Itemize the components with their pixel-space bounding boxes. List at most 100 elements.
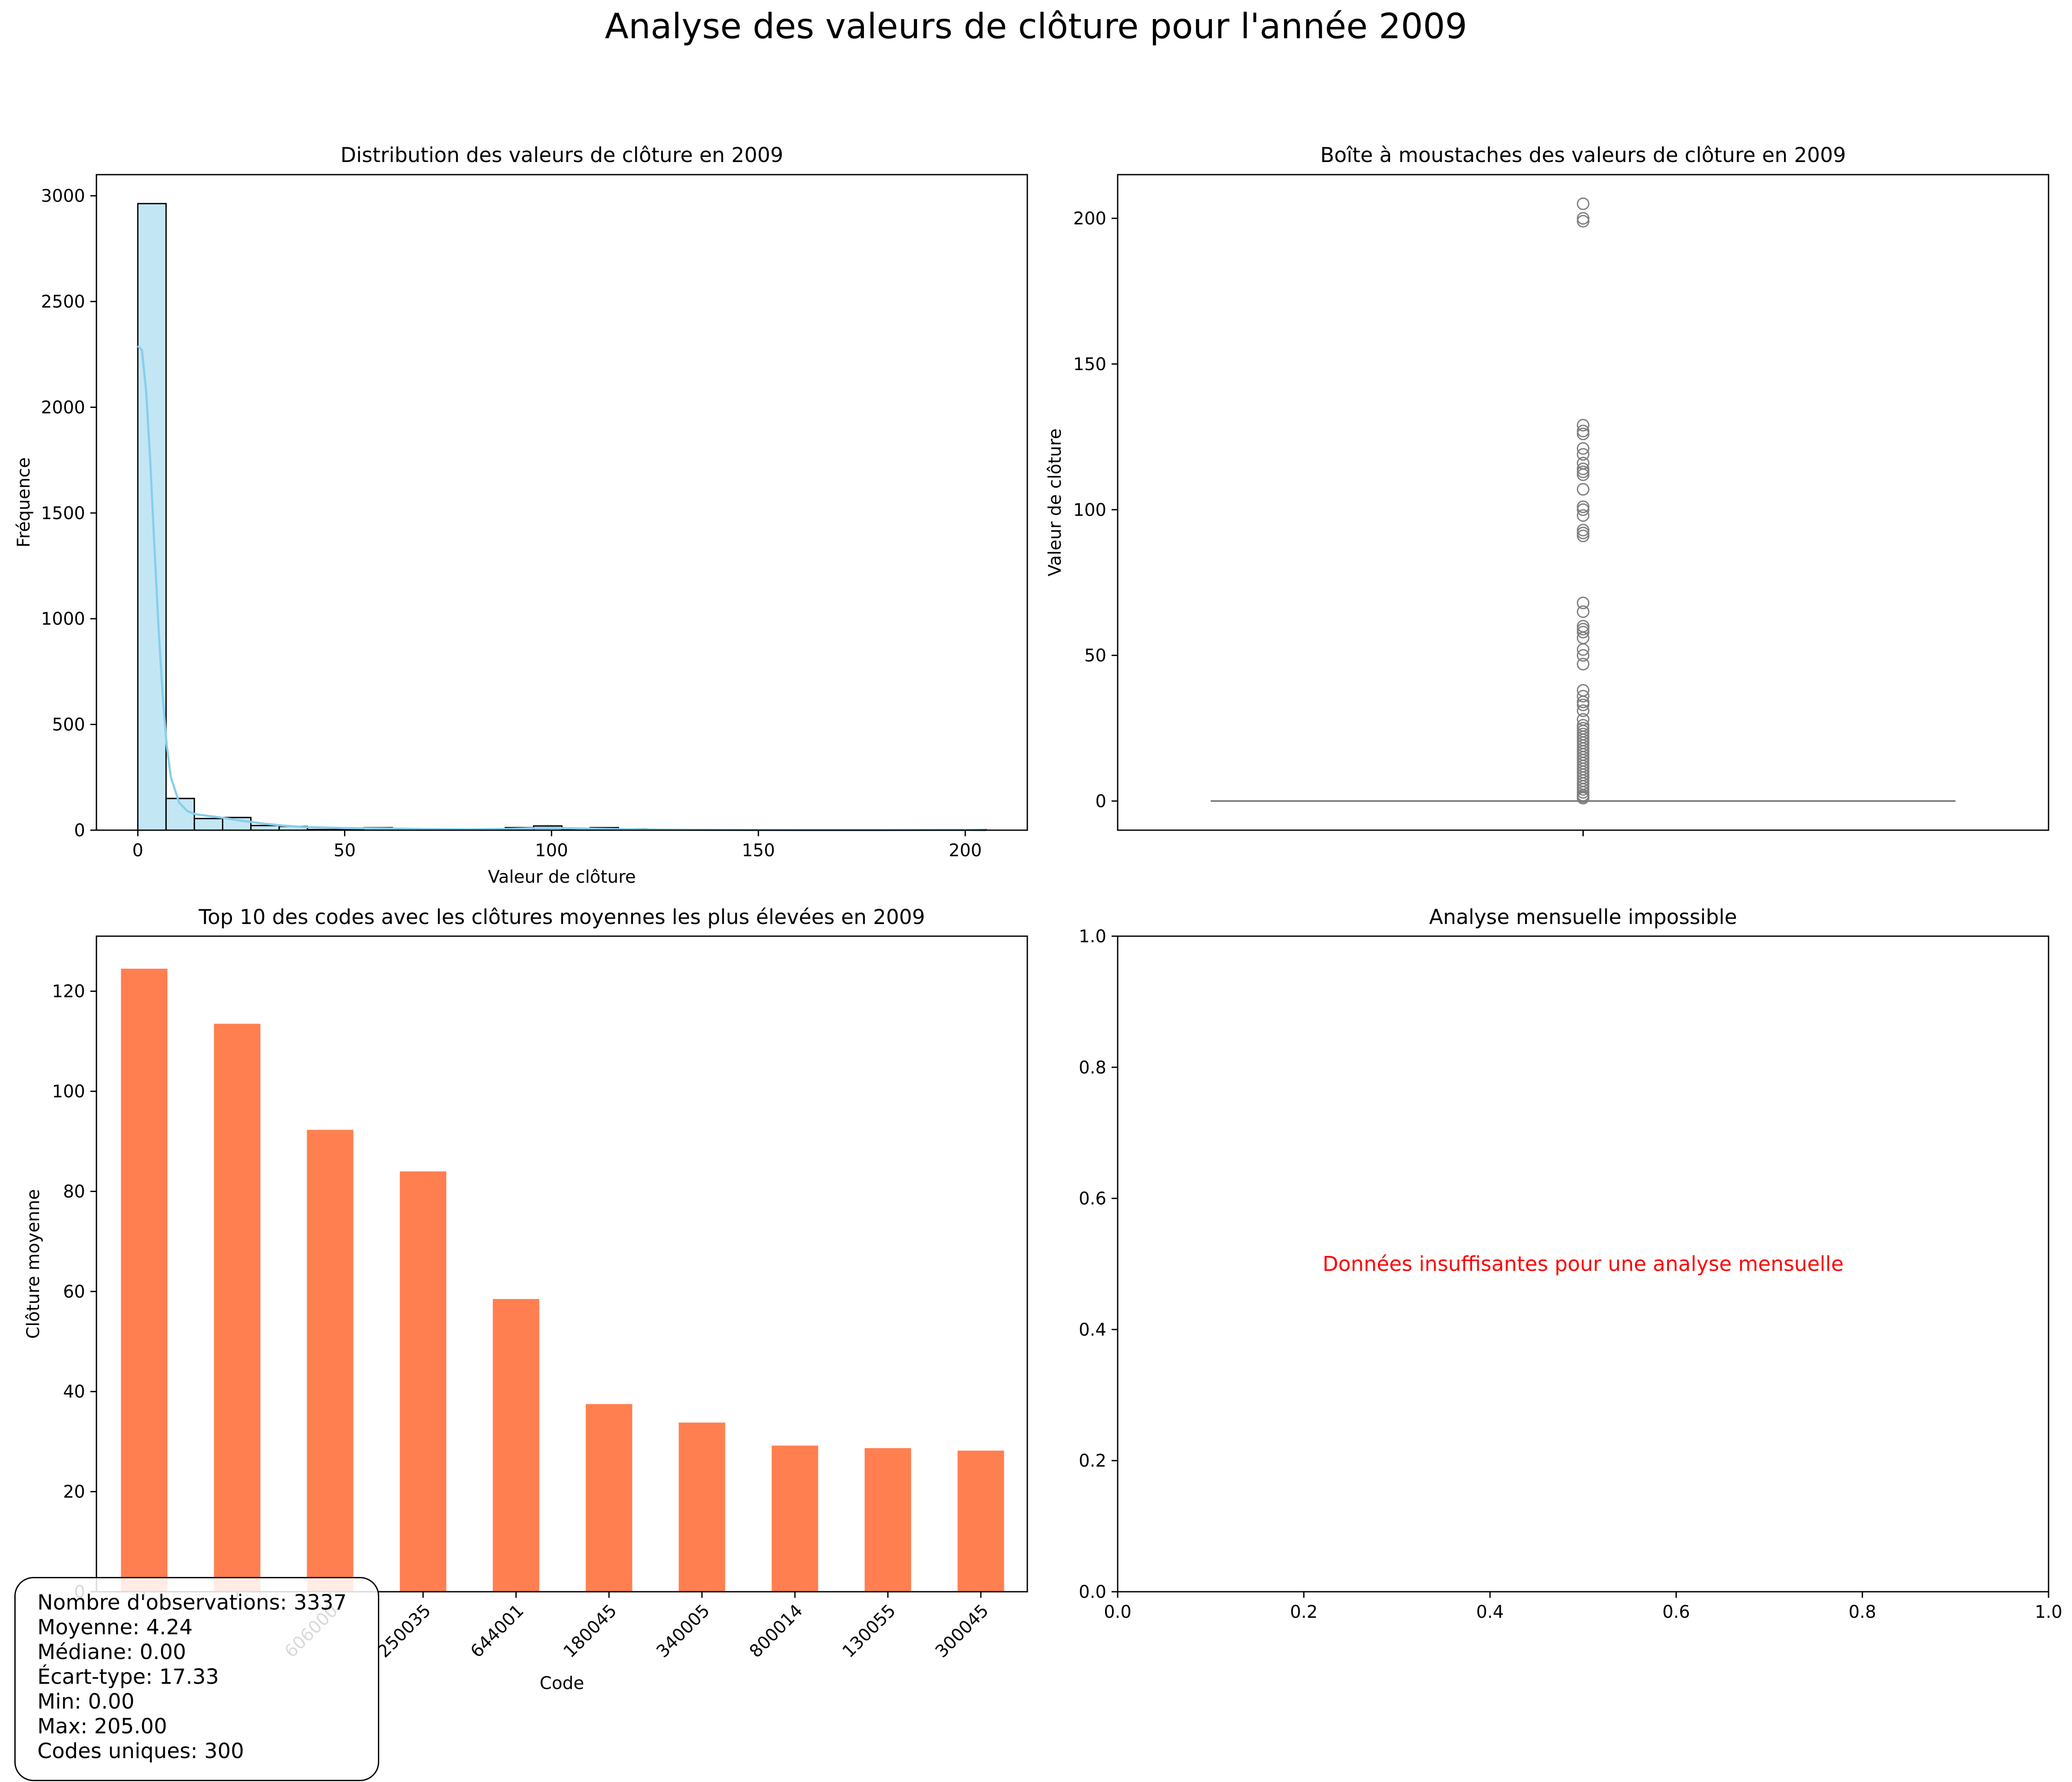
boxplot-y-tick-label: 0 [1096,792,1106,812]
histogram-y-label: Fréquence [14,457,34,548]
top10-bar [121,968,168,1592]
monthly-x-tick-label: 1.0 [2035,1602,2062,1622]
top10-axes-frame [96,935,1028,1593]
stat-median: Médiane: 0.00 [37,1640,186,1664]
histogram-panel: 0 500 1000 1500 2000 2500 3000 0 50 100 150 200 Dist… [14,143,1028,887]
boxplot-y-label: Valeur de clôture [1045,428,1065,576]
outlier-point [1577,523,1589,537]
monthly-y-tick-label: 0.6 [1079,1189,1106,1209]
histogram-bar [250,825,280,831]
histogram-y-tick-label: 1000 [41,609,85,629]
top10-bar [400,1171,447,1592]
stat-mean: Moyenne: 4.24 [37,1615,193,1640]
boxplot-y-tick-label: 150 [1073,354,1106,374]
histogram-x-tick-label: 100 [535,841,568,861]
top10-bar [307,1129,354,1592]
outlier-point [1577,424,1589,437]
monthly-y-tick-label: 1.0 [1079,927,1106,947]
top10-y-tick-label: 60 [63,1282,85,1302]
histogram-y-tick-label: 0 [74,821,85,841]
top10-y-tick-label: 120 [52,982,85,1002]
outlier-point [1577,527,1589,540]
outlier-point [1577,689,1589,702]
outlier-point [1577,483,1589,496]
outlier-point [1577,448,1589,461]
histogram-bar [193,818,223,831]
top10-y-tick-label: 20 [63,1482,85,1502]
monthly-y-tick-label: 0.4 [1079,1320,1106,1340]
outlier-point [1577,427,1589,441]
outlier-point [1577,465,1589,478]
figure-title: Analyse des valeurs de clôture pour l'an… [605,6,1467,46]
boxplot-panel: 0 50 100 150 200 Boîte à moustaches des valeu… [1045,143,2049,836]
monthly-x-tick-label: 0.2 [1290,1602,1318,1622]
outlier-point [1577,623,1589,636]
monthly-title: Analyse mensuelle impossible [1429,905,1737,929]
boxplot-y-tick-label: 100 [1073,500,1106,520]
stat-max: Max: 205.00 [37,1714,167,1739]
monthly-x-tick-label: 0.4 [1476,1602,1504,1622]
top10-title: Top 10 des codes avec les clôtures moyen… [198,905,925,929]
top10-y-tick-label: 40 [63,1382,85,1402]
outlier-point [1577,643,1589,656]
monthly-x-tick-label: 0.6 [1662,1602,1690,1622]
outlier-point [1577,696,1589,709]
monthly-x-tick-label: 0.8 [1849,1602,1877,1622]
outlier-point [1577,783,1589,796]
top10-bar [493,1299,540,1592]
histogram-axes-frame [96,174,1028,831]
histogram-y-tick-label: 1500 [41,503,85,523]
outlier-point [1577,658,1589,671]
top10-y-label: Clôture moyenne [23,1189,43,1338]
outlier-point [1577,626,1589,639]
monthly-x-tick-label: 0.0 [1104,1602,1132,1622]
stat-observations: Nombre d'observations: 3337 [37,1590,347,1615]
monthly-y-tick-label: 0.8 [1079,1058,1106,1078]
boxplot-y-tick-label: 200 [1073,209,1106,229]
histogram-y-tick-label: 3000 [41,186,85,206]
monthly-axes-frame [1117,935,2049,1593]
outlier-point [1577,442,1589,455]
outlier-point [1577,786,1589,799]
outlier-point [1577,215,1589,228]
top10-bar [771,1445,818,1592]
histogram-x-tick-label: 50 [334,841,356,861]
top10-y-tick-label: 100 [52,1082,85,1102]
outlier-point [1577,596,1589,609]
outlier-point [1577,530,1589,543]
histogram-x-tick-label: 150 [742,841,775,861]
top10-x-label: Code [540,1673,584,1693]
boxplot-y-tick-label: 50 [1084,646,1106,666]
outlier-point [1577,468,1589,481]
stat-std: Écart-type: 17.33 [37,1665,219,1689]
outlier-point [1577,649,1589,662]
histogram-x-label: Valeur de clôture [488,867,636,887]
top10-bar [864,1448,911,1592]
outlier-point [1577,197,1589,210]
outlier-point [1577,509,1589,522]
outlier-point [1577,704,1589,717]
monthly-y-tick-label: 0.2 [1079,1451,1106,1471]
histogram-x-tick-label: 200 [949,841,982,861]
outlier-point [1577,503,1589,516]
top10-bar [586,1404,632,1592]
outlier-point [1577,212,1589,225]
stat-min: Min: 0.00 [37,1689,135,1714]
monthly-panel: 0.0 0.2 0.4 0.6 0.8 1.0 0.0 0.2 0.4 0.6 0.8 1.0 Anal… [1079,905,2062,1622]
histogram-x-tick-label: 0 [132,841,143,861]
top10-y-tick-label: 80 [63,1182,85,1202]
top10-bar [214,1023,261,1592]
histogram-y-tick-label: 2500 [41,292,85,312]
outlier-point [1577,792,1589,805]
histogram-y-tick-label: 500 [52,715,85,735]
histogram-title: Distribution des valeurs de clôture en 2… [341,143,783,167]
top10-bar [957,1451,1004,1592]
outlier-point [1577,605,1589,618]
monthly-y-tick-label: 0.0 [1079,1582,1106,1602]
stat-unique-codes: Codes uniques: 300 [37,1739,244,1763]
outlier-point [1577,500,1589,513]
outlier-point [1577,699,1589,712]
outlier-point [1577,462,1589,475]
stats-box: Nombre d'observations: 3337 Moyenne: 4.2… [14,1577,379,1781]
